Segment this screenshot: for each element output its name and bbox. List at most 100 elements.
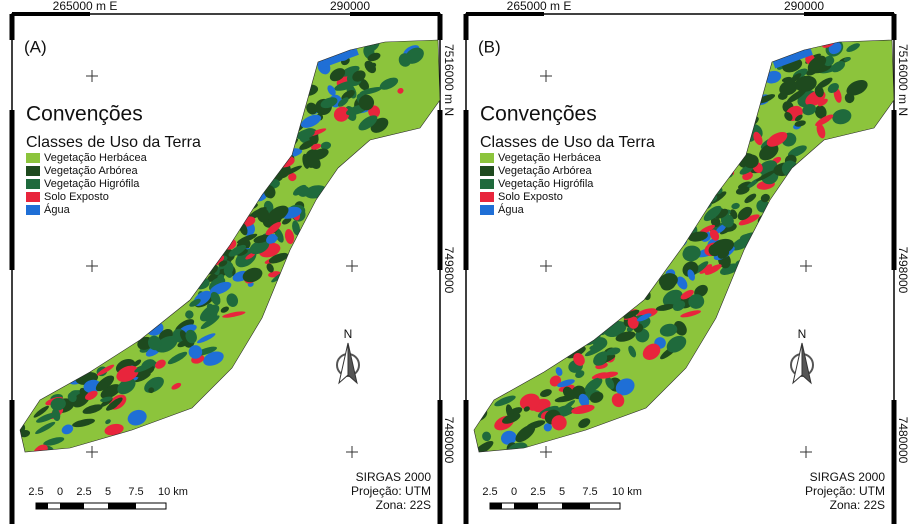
legend-swatch xyxy=(26,205,40,215)
northing-label: 7498000 xyxy=(442,247,456,294)
land-cover-patch xyxy=(276,123,294,139)
legend-title: Convenções xyxy=(480,103,597,126)
scale-label: 2.5 xyxy=(76,486,91,498)
scale-label: 7.5 xyxy=(582,486,597,498)
scale-label: 5 xyxy=(559,486,565,498)
north-needle xyxy=(348,343,357,383)
land-cover-patch xyxy=(229,181,253,202)
land-cover-patch xyxy=(257,173,265,179)
land-cover-patch xyxy=(156,282,176,301)
legend-swatch xyxy=(480,192,494,202)
land-cover-patches xyxy=(3,27,427,470)
land-cover-patch xyxy=(645,253,664,272)
land-cover-patch xyxy=(681,198,706,214)
map-panel: 265000 m E 290000 7516000 m N 7498000 748000… xyxy=(445,0,908,524)
projection-text: SIRGAS 2000 xyxy=(810,470,886,484)
projection-text: Projeção: UTM xyxy=(805,484,885,498)
land-cover-patch xyxy=(57,456,66,471)
land-cover-patch xyxy=(50,358,75,382)
legend-swatch xyxy=(26,192,40,202)
legend-swatch xyxy=(26,166,40,176)
projection-text: Projeção: UTM xyxy=(351,484,431,498)
scale-label: 10 km xyxy=(612,486,642,498)
projection-text: Zona: 22S xyxy=(830,498,885,512)
land-cover-patch xyxy=(574,329,588,345)
north-arrow: N xyxy=(791,327,813,383)
legend-label: Vegetação Arbórea xyxy=(498,165,592,177)
easting-label: 290000 xyxy=(784,0,824,13)
land-cover-patch xyxy=(706,171,720,180)
legend-label: Vegetação Higrófila xyxy=(44,178,140,190)
legend-subtitle: Classes de Uso da Terra xyxy=(26,134,201,151)
land-cover-patch xyxy=(296,110,304,118)
legend-label: Vegetação Arbórea xyxy=(44,165,138,177)
land-cover-patch xyxy=(686,199,700,212)
land-cover-patch xyxy=(233,189,254,208)
land-cover-patch xyxy=(717,146,743,165)
scale-bar xyxy=(490,503,620,509)
land-cover-patch xyxy=(147,306,162,323)
scale-segment xyxy=(36,503,48,509)
legend-label: Solo Exposto xyxy=(44,191,109,203)
legend-label: Vegetação Herbácea xyxy=(44,152,148,164)
north-needle xyxy=(339,343,348,383)
land-cover-patch xyxy=(740,115,753,129)
legend-label: Água xyxy=(44,203,71,216)
land-cover-patch xyxy=(558,349,567,358)
panel-label: (B) xyxy=(478,37,501,56)
land-cover-patch xyxy=(267,147,281,163)
land-cover-patch xyxy=(163,293,184,304)
projection-text: Zona: 22S xyxy=(376,498,431,512)
legend-label: Vegetação Herbácea xyxy=(498,152,602,164)
scale-bar xyxy=(36,503,166,509)
northing-label: 7516000 m N xyxy=(896,44,908,116)
north-needle xyxy=(793,343,802,383)
legend-label: Vegetação Higrófila xyxy=(498,178,594,190)
north-label: N xyxy=(344,327,353,341)
land-cover-patch xyxy=(606,296,631,316)
legend-swatch xyxy=(480,153,494,163)
map-panel: 265000 m E2900007516000 m N7498000748000… xyxy=(3,0,455,524)
easting-label: 265000 m E xyxy=(507,0,572,13)
scale-label: 7.5 xyxy=(128,486,143,498)
land-cover-patch xyxy=(712,157,730,166)
projection-text: SIRGAS 2000 xyxy=(356,470,432,484)
scale-segment xyxy=(514,503,538,509)
land-cover-patch xyxy=(723,157,739,168)
scale-segment xyxy=(562,503,590,509)
land-cover-patch xyxy=(652,221,676,243)
land-cover-patch xyxy=(710,160,730,178)
land-cover-patch xyxy=(239,167,264,185)
land-cover-patch xyxy=(134,315,153,326)
land-cover-patch xyxy=(564,338,581,349)
easting-label: 265000 m E xyxy=(53,0,118,13)
legend-swatch xyxy=(480,166,494,176)
legend-label: Água xyxy=(498,203,525,216)
panel-label: (A) xyxy=(24,37,47,56)
legend-title: Convenções xyxy=(26,103,143,126)
legend-swatch xyxy=(26,179,40,189)
scale-segment xyxy=(108,503,136,509)
scale-label: 2.5 xyxy=(28,486,43,498)
northing-label: 7498000 xyxy=(896,247,908,294)
north-label: N xyxy=(798,327,807,341)
easting-label: 290000 xyxy=(330,0,370,13)
land-cover-patch xyxy=(156,310,171,317)
land-cover-patch xyxy=(689,181,708,198)
scale-label: 5 xyxy=(105,486,111,498)
land-cover-patch xyxy=(587,317,600,325)
map-figure: 265000 m E 290000 7516000 m N 7498000 748000… xyxy=(0,0,908,524)
scale-segment xyxy=(490,503,502,509)
scale-label: 0 xyxy=(57,486,63,498)
north-needle xyxy=(802,343,811,383)
land-cover-patch xyxy=(222,217,238,225)
scale-label: 0 xyxy=(511,486,517,498)
land-cover-patch xyxy=(264,150,280,159)
scale-label: 2.5 xyxy=(482,486,497,498)
legend-subtitle: Classes de Uso da Terra xyxy=(480,134,655,151)
scale-segment xyxy=(60,503,84,509)
northing-label: 7480000 xyxy=(442,417,456,464)
land-cover-patch xyxy=(681,208,692,221)
land-cover-patches xyxy=(445,35,870,462)
land-cover-patch xyxy=(207,225,224,237)
